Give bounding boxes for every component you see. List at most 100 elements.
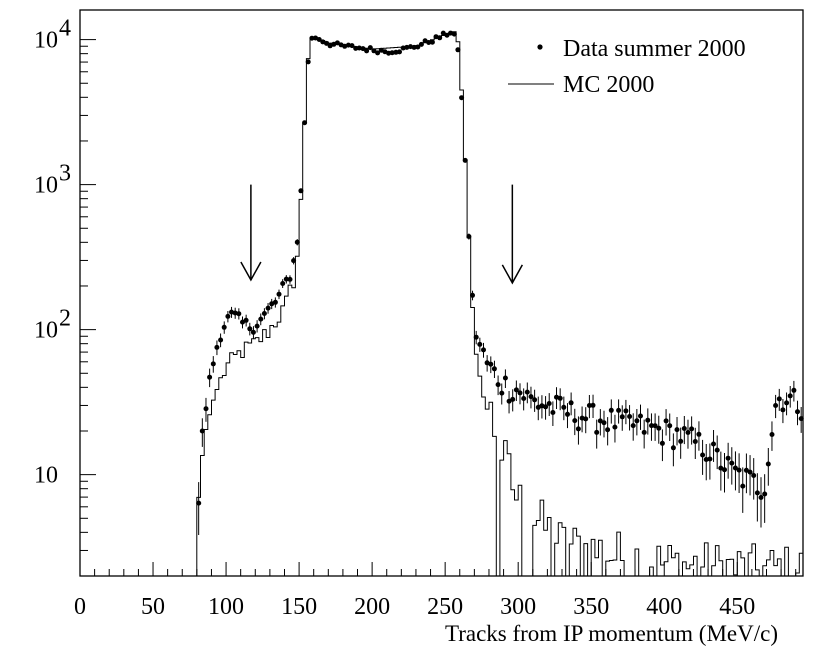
data-point [795, 409, 800, 415]
data-point [543, 404, 549, 410]
data-point [605, 427, 611, 433]
data-point [565, 411, 570, 417]
data-point [725, 455, 731, 461]
data-point [561, 404, 567, 410]
data-point [349, 43, 355, 49]
data-point [521, 396, 527, 401]
data-point [583, 416, 589, 422]
data-point [389, 50, 395, 56]
data-point [619, 414, 625, 420]
data-point [488, 361, 494, 367]
data-point [309, 35, 315, 41]
data-point [495, 382, 501, 388]
data-point [214, 344, 220, 350]
x-tick-label: 400 [646, 594, 682, 620]
x-tick-label: 250 [427, 594, 463, 620]
data-point [429, 39, 435, 45]
data-point [459, 95, 465, 101]
mc-series [193, 31, 803, 577]
data-point [616, 407, 622, 413]
data-point [225, 313, 231, 319]
data-point [272, 299, 278, 305]
data-point [334, 40, 340, 46]
data-point [364, 48, 370, 54]
data-point [751, 473, 757, 478]
data-point [747, 469, 753, 475]
data-point [207, 374, 213, 380]
data-point [250, 329, 256, 335]
data-point [670, 445, 676, 451]
data-point [590, 402, 596, 408]
x-tick-label: 300 [500, 594, 536, 620]
x-tick-label: 0 [74, 594, 86, 620]
data-point [798, 416, 804, 422]
data-point [773, 403, 779, 408]
data-point [203, 406, 209, 412]
x-tick-label: 350 [573, 594, 609, 620]
data-point [703, 457, 709, 462]
data-point [210, 361, 216, 367]
data-point [265, 305, 271, 311]
data-point [568, 400, 574, 406]
data-point [557, 395, 563, 401]
data-point [261, 311, 267, 316]
y-tick-label: 10 [34, 463, 58, 489]
y-tick-label: 10 [34, 173, 58, 199]
data-point [280, 281, 286, 286]
data-point [524, 389, 530, 395]
data-point [546, 401, 552, 406]
data-point [575, 426, 581, 432]
data-point [692, 439, 698, 444]
data-point [696, 431, 702, 437]
data-point [787, 393, 793, 399]
data-point [659, 440, 665, 446]
data-point [627, 414, 633, 419]
data-point [711, 441, 716, 447]
data-point [324, 40, 329, 46]
data-point [656, 425, 662, 431]
data-point [298, 188, 304, 194]
data-point [623, 408, 629, 414]
data-point [550, 410, 556, 415]
mc-histogram-line [193, 31, 803, 577]
data-point [601, 420, 607, 426]
y-tick-exponent: 4 [59, 16, 71, 42]
data-point [499, 390, 505, 396]
data-point [707, 456, 713, 462]
plot-frame [79, 9, 804, 577]
data-point [758, 495, 764, 500]
data-point [276, 291, 282, 297]
legend-data-label: Data summer 2000 [563, 36, 746, 62]
data-point [776, 396, 782, 402]
data-point [418, 41, 424, 47]
y-tick-label: 10 [34, 318, 58, 344]
data-point [685, 430, 691, 435]
data-point [645, 417, 651, 423]
data-point [780, 407, 786, 413]
data-point [638, 413, 643, 419]
data-point [594, 429, 600, 435]
data-point [678, 438, 684, 444]
data-point [466, 234, 472, 239]
data-point [218, 337, 224, 343]
data-point [667, 423, 673, 429]
data-point [451, 31, 457, 37]
data-point [634, 418, 640, 424]
data-point [283, 276, 289, 282]
data-series [196, 30, 804, 535]
data-point [784, 400, 790, 406]
data-point [397, 49, 402, 55]
data-point [302, 120, 308, 126]
data-point [681, 426, 687, 431]
data-point [641, 429, 647, 435]
data-point [586, 403, 592, 408]
x-tick-label: 150 [281, 594, 317, 620]
data-point [305, 59, 311, 65]
data-point [714, 447, 720, 453]
data-point [473, 334, 479, 340]
data-point [689, 426, 695, 432]
data-point [294, 239, 300, 245]
x-tick-label: 200 [354, 594, 390, 620]
legend-mc-label: MC 2000 [563, 72, 654, 98]
